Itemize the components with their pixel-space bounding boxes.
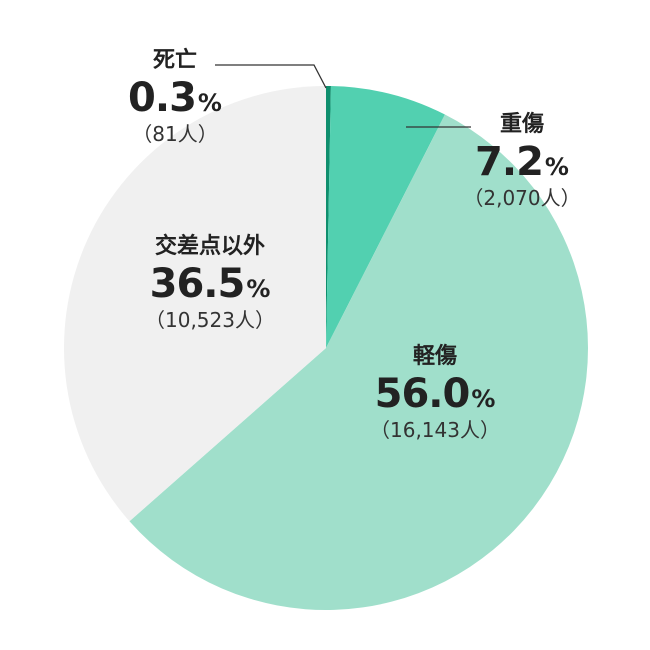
percent-unit: % (197, 89, 222, 117)
slice-label-death: 死亡 0.3% （81人） (95, 48, 255, 146)
pie-slice-serious-injury (326, 86, 445, 349)
slice-count-minor-injury: （16,143人） (370, 418, 500, 442)
percent-unit: % (471, 385, 496, 413)
pie-slices (64, 86, 589, 611)
slice-count-other: （10,523人） (145, 308, 275, 332)
slice-label-serious-injury: 重傷 7.2% （2,070人） (432, 112, 612, 210)
slice-category-other: 交差点以外 (154, 234, 265, 259)
pie-slice-minor-injury (129, 114, 589, 611)
slice-label-minor-injury: 軽傷 56.0% （16,143人） (335, 344, 535, 442)
slice-percent-other: 36.5 (149, 261, 246, 307)
slice-category-minor-injury: 軽傷 (412, 344, 457, 369)
percent-unit: % (246, 275, 271, 303)
slice-percent-minor-injury: 56.0 (374, 371, 471, 417)
slice-category-serious-injury: 重傷 (499, 112, 544, 137)
leader-line-death (215, 64, 327, 89)
pie-slice-death (326, 86, 331, 348)
slice-percent-death: 0.3 (128, 75, 197, 121)
slice-percent-serious-injury: 7.2 (475, 139, 544, 185)
slice-count-serious-injury: （2,070人） (463, 186, 581, 210)
slice-count-death: （81人） (132, 122, 218, 146)
pie-slice-other (64, 86, 327, 522)
slice-label-other: 交差点以外 36.5% （10,523人） (110, 234, 310, 332)
slice-category-death: 死亡 (152, 48, 197, 73)
percent-unit: % (544, 153, 569, 181)
